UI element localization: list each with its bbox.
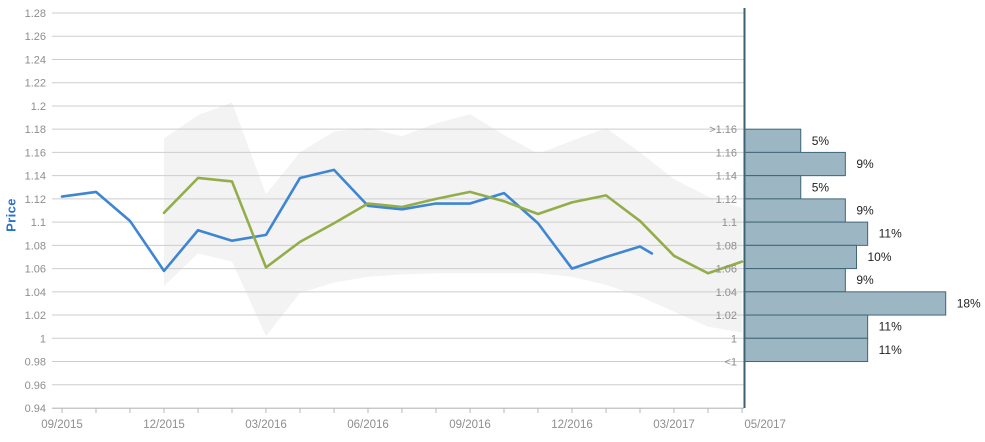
distribution-bar-value: 9% [856, 204, 874, 218]
y-axis-tick-label: 1 [40, 333, 46, 345]
histogram-bin-label: <1 [724, 357, 737, 369]
forecast-range-band[interactable] [164, 102, 742, 336]
distribution-bar[interactable] [744, 151, 846, 177]
distribution-bar[interactable] [744, 337, 869, 363]
histogram-bin-label: 1.12 [716, 194, 737, 206]
x-axis-tick-label: 12/2015 [143, 419, 185, 431]
histogram-bin-label: 1.04 [716, 287, 737, 299]
y-axis-tick-label: 1.1 [31, 217, 46, 229]
x-axis-tick-label: 03/2016 [245, 419, 287, 431]
distribution-bar-value: 10% [868, 250, 892, 264]
y-axis-title: Price [3, 198, 19, 232]
x-axis-tick-label: 03/2017 [653, 419, 695, 431]
x-axis-tick-label: 12/2016 [551, 419, 593, 431]
distribution-bar-value: 9% [856, 273, 874, 287]
distribution-bar[interactable] [744, 175, 802, 200]
distribution-bar[interactable] [744, 221, 869, 246]
series-line-actual[interactable] [60, 168, 654, 273]
y-axis-tick-label: 1.14 [25, 171, 46, 183]
x-axis-tick-label: 09/2016 [449, 419, 491, 431]
y-axis-tick-label: 0.98 [25, 357, 46, 369]
y-axis-tick-label: 1.16 [25, 147, 46, 159]
y-axis-tick-label: 1.04 [25, 287, 46, 299]
distribution-bar[interactable] [744, 291, 947, 316]
histogram-bin-label: 1 [731, 333, 737, 345]
y-axis-tick-label: 1.12 [25, 194, 46, 206]
distribution-bar-value: 11% [879, 227, 902, 241]
histogram-bin-label: 1.1 [722, 217, 737, 229]
y-axis-tick-label: 1.26 [25, 31, 46, 43]
distribution-bar-value: 5% [812, 180, 830, 194]
histogram-bin-label: 1.08 [716, 240, 737, 252]
y-axis-tick-label: 1.22 [25, 78, 46, 90]
y-axis-tick-label: 1.06 [25, 264, 46, 276]
y-axis-tick-label: 1.08 [25, 240, 46, 252]
y-axis-tick-label: 1.18 [25, 124, 46, 136]
distribution-bar[interactable] [744, 314, 869, 339]
histogram-bin-label: 1.16 [716, 147, 737, 159]
y-axis-tick-label: 0.94 [25, 403, 46, 415]
y-axis-tick-label: 1.2 [31, 101, 46, 113]
y-axis-tick-label: 1.24 [25, 54, 46, 66]
distribution-bar-value: 11% [879, 320, 902, 334]
x-axis-tick-label: 09/2015 [41, 419, 83, 431]
y-axis-tick-label: 1.28 [25, 8, 46, 20]
histogram-bin-label: 1.14 [716, 171, 737, 183]
distribution-bar-value: 11% [879, 343, 902, 357]
x-axis-tick-label: 06/2016 [347, 419, 389, 431]
distribution-bar[interactable] [744, 268, 846, 293]
y-axis-tick-label: 1.02 [25, 310, 46, 322]
series-line-forecast[interactable] [162, 176, 744, 275]
histogram-bin-label: 1.06 [716, 264, 737, 276]
distribution-bar[interactable] [744, 198, 846, 223]
distribution-bar[interactable] [744, 244, 857, 270]
y-axis-tick-label: 0.96 [25, 380, 46, 392]
distribution-bar-value: 9% [856, 157, 874, 171]
distribution-bar[interactable] [744, 128, 802, 153]
histogram-bin-label: 1.02 [716, 310, 737, 322]
x-axis-tick-label: 05/2017 [744, 419, 786, 431]
distribution-bar-value: 18% [957, 296, 981, 310]
histogram-bin-label: >1.16 [709, 124, 737, 136]
distribution-bar-value: 5% [812, 134, 830, 148]
